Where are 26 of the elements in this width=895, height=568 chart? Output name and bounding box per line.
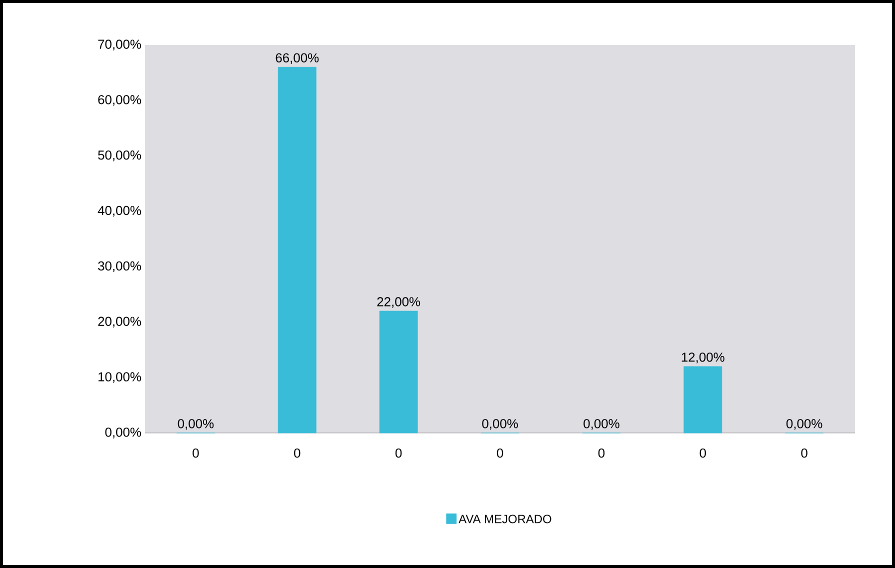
y-tick-label: 60,00%	[98, 95, 142, 106]
x-tick-label: 0	[395, 448, 402, 458]
x-tick-label: 0	[700, 448, 706, 458]
x-tick-label: 0	[598, 448, 605, 458]
data-label: 22,00%	[377, 297, 420, 308]
y-tick-label: 10,00%	[98, 372, 142, 383]
data-label: 0,00%	[584, 419, 620, 430]
y-tick-label: 50,00%	[98, 150, 142, 162]
y-tick-label: 30,00%	[98, 261, 142, 272]
data-label: 0,00%	[786, 419, 822, 430]
x-tick-label: 0	[294, 448, 300, 458]
bar	[278, 66, 316, 434]
x-tick-label: 0	[801, 448, 808, 458]
data-label: 0,00%	[178, 419, 214, 430]
bar	[379, 310, 418, 434]
y-tick-label: 20,00%	[98, 316, 142, 328]
x-tick-label: 0	[496, 448, 504, 458]
data-label: 12,00%	[682, 352, 724, 364]
y-tick-label: 70,00%	[98, 40, 142, 50]
legend-label: AVA MEJORADO	[458, 514, 552, 524]
data-label: 66,00%	[276, 53, 319, 64]
y-tick-label: 0,00%	[105, 428, 142, 438]
x-tick-label: 0	[192, 448, 199, 458]
y-tick-label: 40,00%	[98, 206, 142, 217]
data-label: 0,00%	[482, 419, 518, 430]
bar	[684, 366, 722, 434]
